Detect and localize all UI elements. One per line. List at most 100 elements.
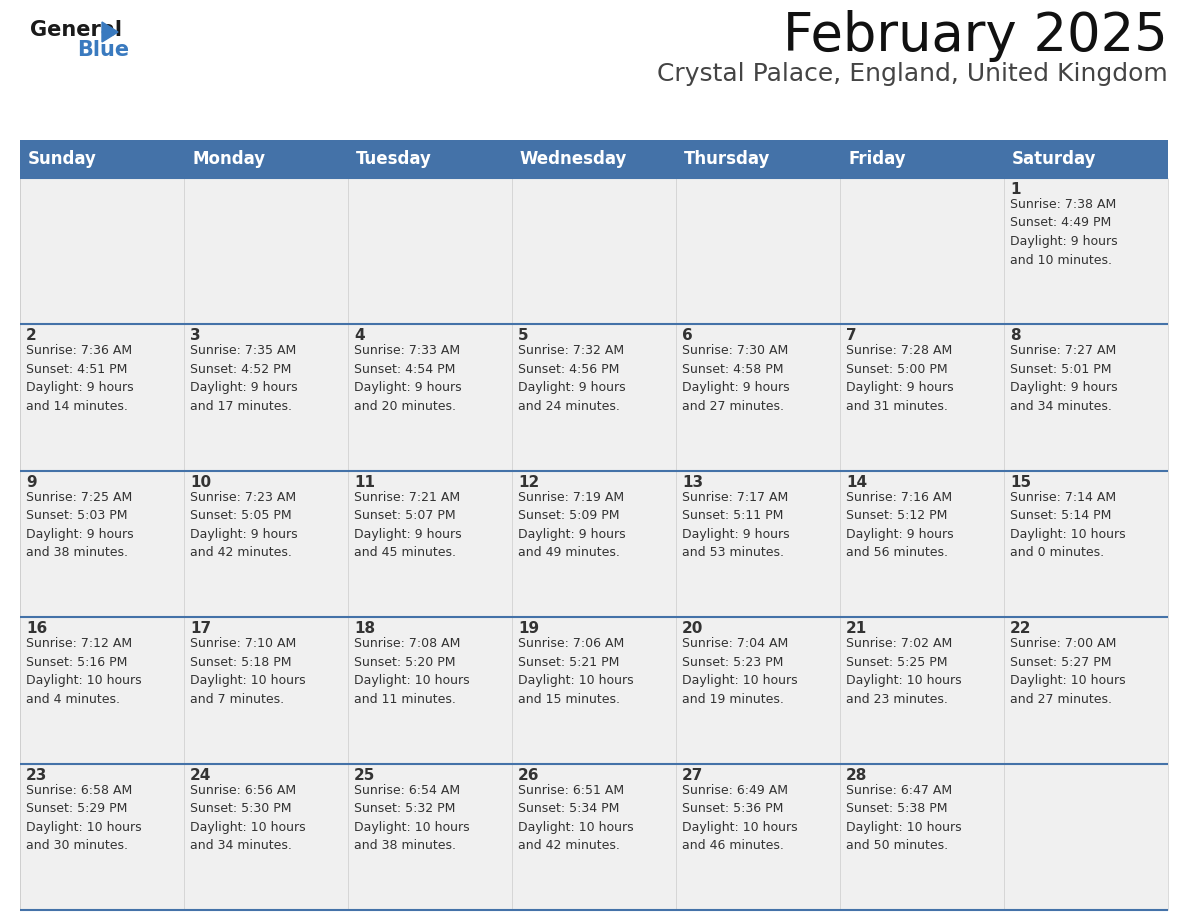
Text: Sunrise: 7:27 AM
Sunset: 5:01 PM
Daylight: 9 hours
and 34 minutes.: Sunrise: 7:27 AM Sunset: 5:01 PM Dayligh… bbox=[1010, 344, 1118, 413]
Text: 4: 4 bbox=[354, 329, 365, 343]
Bar bbox=[1004, 140, 1168, 178]
Text: Sunrise: 7:04 AM
Sunset: 5:23 PM
Daylight: 10 hours
and 19 minutes.: Sunrise: 7:04 AM Sunset: 5:23 PM Dayligh… bbox=[682, 637, 797, 706]
Text: 13: 13 bbox=[682, 475, 703, 490]
Text: Thursday: Thursday bbox=[684, 150, 770, 168]
Bar bbox=[20, 617, 184, 764]
Text: Sunrise: 7:17 AM
Sunset: 5:11 PM
Daylight: 9 hours
and 53 minutes.: Sunrise: 7:17 AM Sunset: 5:11 PM Dayligh… bbox=[682, 491, 790, 559]
Bar bbox=[676, 764, 840, 910]
Bar bbox=[840, 178, 1004, 324]
Text: Sunrise: 7:14 AM
Sunset: 5:14 PM
Daylight: 10 hours
and 0 minutes.: Sunrise: 7:14 AM Sunset: 5:14 PM Dayligh… bbox=[1010, 491, 1125, 559]
Bar bbox=[348, 764, 512, 910]
Bar bbox=[512, 140, 676, 178]
Bar bbox=[20, 178, 184, 324]
Bar bbox=[512, 764, 676, 910]
Text: 15: 15 bbox=[1010, 475, 1031, 490]
Bar bbox=[184, 617, 348, 764]
Text: Sunrise: 7:12 AM
Sunset: 5:16 PM
Daylight: 10 hours
and 4 minutes.: Sunrise: 7:12 AM Sunset: 5:16 PM Dayligh… bbox=[26, 637, 141, 706]
Bar bbox=[1004, 471, 1168, 617]
Text: Sunrise: 7:25 AM
Sunset: 5:03 PM
Daylight: 9 hours
and 38 minutes.: Sunrise: 7:25 AM Sunset: 5:03 PM Dayligh… bbox=[26, 491, 133, 559]
Bar bbox=[184, 178, 348, 324]
Bar bbox=[840, 324, 1004, 471]
Text: Tuesday: Tuesday bbox=[356, 150, 432, 168]
Text: 23: 23 bbox=[26, 767, 48, 783]
Bar bbox=[840, 471, 1004, 617]
Bar bbox=[512, 471, 676, 617]
Text: Sunrise: 7:08 AM
Sunset: 5:20 PM
Daylight: 10 hours
and 11 minutes.: Sunrise: 7:08 AM Sunset: 5:20 PM Dayligh… bbox=[354, 637, 469, 706]
Text: Monday: Monday bbox=[192, 150, 265, 168]
Text: Sunrise: 6:56 AM
Sunset: 5:30 PM
Daylight: 10 hours
and 34 minutes.: Sunrise: 6:56 AM Sunset: 5:30 PM Dayligh… bbox=[190, 784, 305, 852]
Bar bbox=[20, 140, 184, 178]
Bar bbox=[20, 764, 184, 910]
Text: Sunrise: 7:33 AM
Sunset: 4:54 PM
Daylight: 9 hours
and 20 minutes.: Sunrise: 7:33 AM Sunset: 4:54 PM Dayligh… bbox=[354, 344, 462, 413]
Bar bbox=[1004, 617, 1168, 764]
Text: Sunrise: 7:10 AM
Sunset: 5:18 PM
Daylight: 10 hours
and 7 minutes.: Sunrise: 7:10 AM Sunset: 5:18 PM Dayligh… bbox=[190, 637, 305, 706]
Polygon shape bbox=[102, 22, 118, 42]
Bar bbox=[1004, 178, 1168, 324]
Bar bbox=[348, 471, 512, 617]
Bar bbox=[20, 324, 184, 471]
Text: Sunrise: 7:30 AM
Sunset: 4:58 PM
Daylight: 9 hours
and 27 minutes.: Sunrise: 7:30 AM Sunset: 4:58 PM Dayligh… bbox=[682, 344, 790, 413]
Text: 9: 9 bbox=[26, 475, 37, 490]
Text: 6: 6 bbox=[682, 329, 693, 343]
Text: 10: 10 bbox=[190, 475, 211, 490]
Text: Wednesday: Wednesday bbox=[520, 150, 627, 168]
Bar bbox=[840, 617, 1004, 764]
Text: Sunrise: 7:38 AM
Sunset: 4:49 PM
Daylight: 9 hours
and 10 minutes.: Sunrise: 7:38 AM Sunset: 4:49 PM Dayligh… bbox=[1010, 198, 1118, 266]
Text: 20: 20 bbox=[682, 621, 703, 636]
Text: Sunrise: 6:51 AM
Sunset: 5:34 PM
Daylight: 10 hours
and 42 minutes.: Sunrise: 6:51 AM Sunset: 5:34 PM Dayligh… bbox=[518, 784, 633, 852]
Text: February 2025: February 2025 bbox=[783, 10, 1168, 62]
Text: Sunrise: 7:32 AM
Sunset: 4:56 PM
Daylight: 9 hours
and 24 minutes.: Sunrise: 7:32 AM Sunset: 4:56 PM Dayligh… bbox=[518, 344, 626, 413]
Text: 1: 1 bbox=[1010, 182, 1020, 197]
Bar bbox=[348, 617, 512, 764]
Text: Blue: Blue bbox=[77, 40, 129, 60]
Bar bbox=[676, 324, 840, 471]
Text: 27: 27 bbox=[682, 767, 703, 783]
Text: 12: 12 bbox=[518, 475, 539, 490]
Bar bbox=[184, 764, 348, 910]
Text: Sunrise: 6:49 AM
Sunset: 5:36 PM
Daylight: 10 hours
and 46 minutes.: Sunrise: 6:49 AM Sunset: 5:36 PM Dayligh… bbox=[682, 784, 797, 852]
Bar bbox=[184, 140, 348, 178]
Text: 2: 2 bbox=[26, 329, 37, 343]
Text: Sunrise: 7:16 AM
Sunset: 5:12 PM
Daylight: 9 hours
and 56 minutes.: Sunrise: 7:16 AM Sunset: 5:12 PM Dayligh… bbox=[846, 491, 954, 559]
Text: 7: 7 bbox=[846, 329, 857, 343]
Text: 5: 5 bbox=[518, 329, 529, 343]
Text: Sunday: Sunday bbox=[29, 150, 97, 168]
Bar bbox=[348, 140, 512, 178]
Text: 11: 11 bbox=[354, 475, 375, 490]
Bar bbox=[184, 324, 348, 471]
Text: Sunrise: 6:54 AM
Sunset: 5:32 PM
Daylight: 10 hours
and 38 minutes.: Sunrise: 6:54 AM Sunset: 5:32 PM Dayligh… bbox=[354, 784, 469, 852]
Text: Sunrise: 7:36 AM
Sunset: 4:51 PM
Daylight: 9 hours
and 14 minutes.: Sunrise: 7:36 AM Sunset: 4:51 PM Dayligh… bbox=[26, 344, 133, 413]
Bar bbox=[676, 471, 840, 617]
Bar bbox=[348, 178, 512, 324]
Bar bbox=[512, 178, 676, 324]
Text: Crystal Palace, England, United Kingdom: Crystal Palace, England, United Kingdom bbox=[657, 62, 1168, 86]
Bar bbox=[348, 324, 512, 471]
Text: 22: 22 bbox=[1010, 621, 1031, 636]
Bar bbox=[20, 471, 184, 617]
Text: 16: 16 bbox=[26, 621, 48, 636]
Text: 3: 3 bbox=[190, 329, 201, 343]
Text: Sunrise: 7:21 AM
Sunset: 5:07 PM
Daylight: 9 hours
and 45 minutes.: Sunrise: 7:21 AM Sunset: 5:07 PM Dayligh… bbox=[354, 491, 462, 559]
Bar bbox=[676, 617, 840, 764]
Bar bbox=[184, 471, 348, 617]
Text: Sunrise: 6:47 AM
Sunset: 5:38 PM
Daylight: 10 hours
and 50 minutes.: Sunrise: 6:47 AM Sunset: 5:38 PM Dayligh… bbox=[846, 784, 961, 852]
Bar bbox=[840, 140, 1004, 178]
Text: Friday: Friday bbox=[848, 150, 905, 168]
Text: 26: 26 bbox=[518, 767, 539, 783]
Text: Sunrise: 7:00 AM
Sunset: 5:27 PM
Daylight: 10 hours
and 27 minutes.: Sunrise: 7:00 AM Sunset: 5:27 PM Dayligh… bbox=[1010, 637, 1125, 706]
Text: General: General bbox=[30, 20, 122, 40]
Text: 24: 24 bbox=[190, 767, 211, 783]
Bar bbox=[512, 617, 676, 764]
Text: Sunrise: 7:35 AM
Sunset: 4:52 PM
Daylight: 9 hours
and 17 minutes.: Sunrise: 7:35 AM Sunset: 4:52 PM Dayligh… bbox=[190, 344, 298, 413]
Text: Sunrise: 6:58 AM
Sunset: 5:29 PM
Daylight: 10 hours
and 30 minutes.: Sunrise: 6:58 AM Sunset: 5:29 PM Dayligh… bbox=[26, 784, 141, 852]
Text: Sunrise: 7:28 AM
Sunset: 5:00 PM
Daylight: 9 hours
and 31 minutes.: Sunrise: 7:28 AM Sunset: 5:00 PM Dayligh… bbox=[846, 344, 954, 413]
Text: 8: 8 bbox=[1010, 329, 1020, 343]
Text: Sunrise: 7:02 AM
Sunset: 5:25 PM
Daylight: 10 hours
and 23 minutes.: Sunrise: 7:02 AM Sunset: 5:25 PM Dayligh… bbox=[846, 637, 961, 706]
Text: 18: 18 bbox=[354, 621, 375, 636]
Text: Saturday: Saturday bbox=[1012, 150, 1097, 168]
Text: 14: 14 bbox=[846, 475, 867, 490]
Bar bbox=[512, 324, 676, 471]
Bar bbox=[676, 140, 840, 178]
Text: 25: 25 bbox=[354, 767, 375, 783]
Text: Sunrise: 7:19 AM
Sunset: 5:09 PM
Daylight: 9 hours
and 49 minutes.: Sunrise: 7:19 AM Sunset: 5:09 PM Dayligh… bbox=[518, 491, 626, 559]
